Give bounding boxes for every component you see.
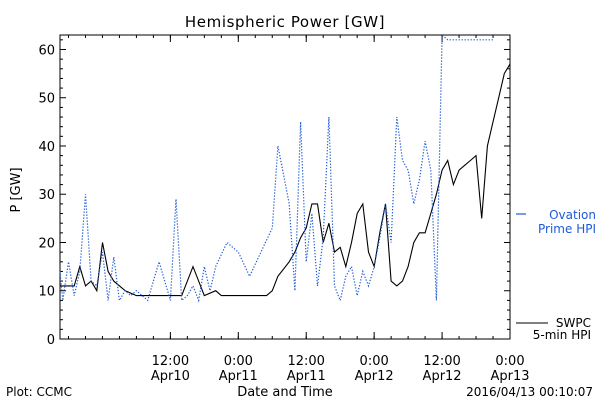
x-tick-label-time: 12:00 [152,354,189,369]
legend-label-swpc-line1: SWPC [556,316,591,330]
chart-title: Hemispheric Power [GW] [185,13,385,31]
y-tick-label: 50 [38,92,55,107]
x-tick-label-date: Apr12 [355,369,394,384]
x-tick-label-time: 12:00 [287,354,324,369]
legend-label-ovation-line1: Ovation [549,208,596,222]
x-tick-label-date: Apr11 [287,369,326,384]
x-axis-label: Date and Time [237,385,333,400]
y-tick-label: 60 [38,43,55,58]
series-layer [59,33,511,303]
x-tick-label-time: 0:00 [360,354,389,369]
y-axis-label: P [GW] [9,167,24,212]
x-tick-label-date: Apr12 [423,369,462,384]
y-tick-label: 40 [38,140,55,155]
legend-label-swpc-line2: 5-min HPI [533,328,591,342]
x-tick-label-date: Apr13 [490,369,529,384]
series-line-ovation [59,33,493,303]
y-tick-label: 20 [38,236,55,251]
plot-frame [59,34,511,340]
x-tick-label-date: Apr11 [219,369,258,384]
y-tick-label: 30 [38,188,55,203]
y-tick-label: 0 [47,333,55,348]
x-tick-label-time: 0:00 [224,354,253,369]
x-tick-label-time: 12:00 [423,354,460,369]
ticks-layer: 010203040506012:00Apr100:00Apr1112:00Apr… [38,35,530,384]
series-line-swpc [60,63,511,297]
x-tick-label-date: Apr10 [151,369,190,384]
legend-label-ovation-line2: Prime HPI [538,222,596,236]
footer-credit: Plot: CCMC [6,385,72,399]
x-tick-label-time: 0:00 [495,354,524,369]
footer-timestamp: 2016/04/13 00:10:07 [466,385,593,399]
y-tick-label: 10 [38,285,55,300]
